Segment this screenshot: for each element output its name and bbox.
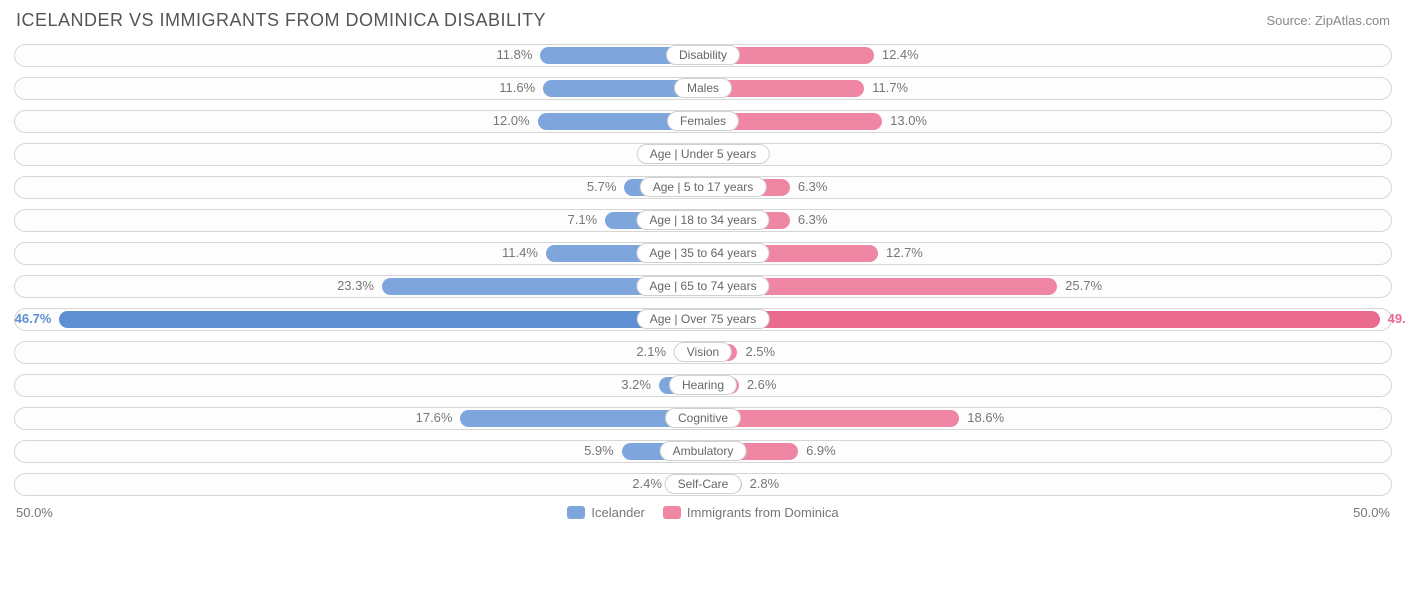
chart-row: 12.0% 13.0% Females [14,107,1392,137]
value-label-right: 12.4% [882,47,919,62]
chart-row: 17.6% 18.6% Cognitive [14,404,1392,434]
value-label-right: 2.8% [750,476,780,491]
value-label-right: 13.0% [890,113,927,128]
value-label-right: 25.7% [1065,278,1102,293]
value-label-left: 23.3% [337,278,374,293]
bar-right [703,410,959,427]
chart-header: ICELANDER VS IMMIGRANTS FROM DOMINICA DI… [0,0,1406,37]
value-label-right: 2.6% [747,377,777,392]
axis-left-max: 50.0% [16,505,53,520]
value-label-left: 7.1% [568,212,598,227]
value-label-left: 11.8% [497,47,533,62]
legend-label-right: Immigrants from Dominica [687,505,839,520]
category-label: Ambulatory [660,441,747,461]
value-label-right: 6.3% [798,212,828,227]
axis-right-max: 50.0% [1353,505,1390,520]
category-label: Age | 35 to 64 years [636,243,769,263]
category-label: Vision [674,342,732,362]
category-label: Disability [666,45,740,65]
value-label-left: 46.7% [15,311,52,326]
legend-item-right: Immigrants from Dominica [663,505,839,520]
chart-row: 1.2%1.4%Age | Under 5 years [14,140,1392,170]
value-label-left: 3.2% [621,377,651,392]
value-label-left: 11.6% [499,80,535,95]
legend-item-left: Icelander [567,505,644,520]
chart-source: Source: ZipAtlas.com [1266,13,1390,28]
chart-row: 46.7%49.1%Age | Over 75 years [14,305,1392,335]
value-label-left: 2.4% [632,476,662,491]
chart-row: 7.1% 6.3% Age | 18 to 34 years [14,206,1392,236]
chart-row: 11.6% 11.7% Males [14,74,1392,104]
chart-area: 11.8% 12.4% Disability 11.6% 11.7% Males 12.0%… [0,37,1406,500]
value-label-left: 12.0% [493,113,530,128]
value-label-left: 5.9% [584,443,614,458]
bar-left [59,311,703,328]
value-label-left: 11.4% [502,245,538,260]
value-label-left: 2.1% [636,344,666,359]
chart-row: 23.3% 25.7% Age | 65 to 74 years [14,272,1392,302]
category-label: Age | 65 to 74 years [636,276,769,296]
legend-label-left: Icelander [591,505,644,520]
chart-row: 5.7% 6.3% Age | 5 to 17 years [14,173,1392,203]
chart-row: 2.4% 2.8% Self-Care [14,470,1392,500]
value-label-left: 17.6% [416,410,453,425]
category-label: Hearing [669,375,737,395]
legend: Icelander Immigrants from Dominica [567,505,838,520]
chart-row: 11.4% 12.7% Age | 35 to 64 years [14,239,1392,269]
chart-title: ICELANDER VS IMMIGRANTS FROM DOMINICA DI… [16,10,546,31]
category-label: Females [667,111,739,131]
value-label-right: 6.9% [806,443,836,458]
value-label-right: 49.1% [1388,311,1406,326]
value-label-left: 5.7% [587,179,617,194]
legend-swatch-left [567,506,585,519]
category-label: Age | Under 5 years [637,144,770,164]
category-label: Age | Over 75 years [637,309,770,329]
legend-swatch-right [663,506,681,519]
chart-row: 5.9% 6.9% Ambulatory [14,437,1392,467]
category-label: Cognitive [665,408,741,428]
value-label-right: 2.5% [745,344,775,359]
value-label-right: 6.3% [798,179,828,194]
chart-row: 2.1% 2.5% Vision [14,338,1392,368]
chart-row: 11.8% 12.4% Disability [14,41,1392,71]
chart-row: 3.2% 2.6% Hearing [14,371,1392,401]
category-label: Age | 5 to 17 years [640,177,767,197]
value-label-right: 18.6% [967,410,1004,425]
category-label: Self-Care [665,474,742,494]
value-label-right: 11.7% [872,80,908,95]
bar-right [703,311,1380,328]
category-label: Males [674,78,732,98]
chart-footer: 50.0% Icelander Immigrants from Dominica… [0,503,1406,520]
category-label: Age | 18 to 34 years [636,210,769,230]
value-label-right: 12.7% [886,245,923,260]
